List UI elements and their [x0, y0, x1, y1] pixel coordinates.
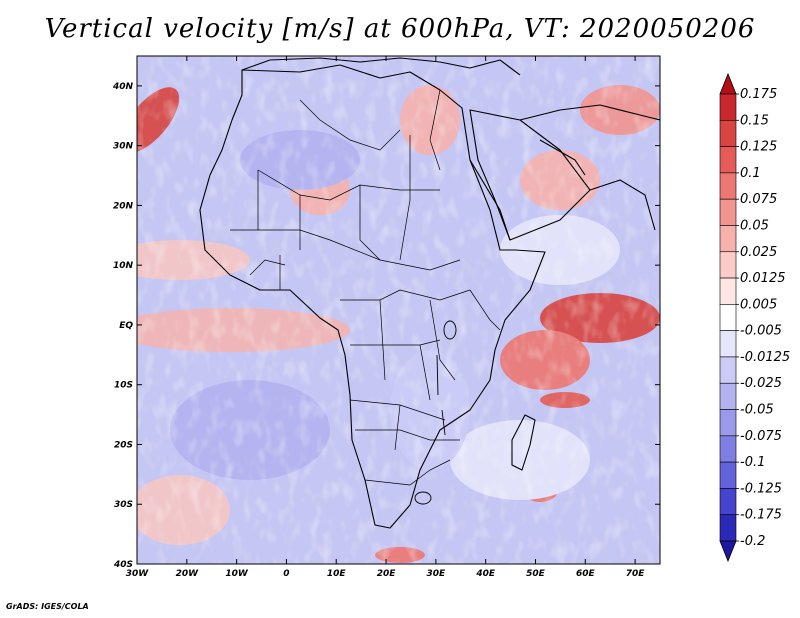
latitude-ticks: 40N 30N 20N 10N EQ 10S 20S 30S 40S — [112, 82, 660, 570]
colorbar-swatch — [719, 356, 737, 384]
colorbar-label: 0.1 — [740, 166, 761, 181]
lat-tick-label: 30S — [114, 500, 133, 510]
longitude-ticks: 30W 20W 10W 0 10E 20E 30E 40E 50E 60E 70E — [126, 56, 646, 579]
colorbar-swatch — [719, 461, 737, 489]
map-plot-area — [137, 56, 660, 564]
colorbar-swatch — [719, 435, 737, 463]
country-borders — [230, 89, 501, 486]
coastlines — [199, 57, 660, 529]
colorbar-swatch — [719, 225, 737, 253]
colorbar-swatch — [719, 330, 737, 358]
colorbar-swatch — [719, 488, 737, 516]
colorbar-swatch — [719, 304, 737, 331]
colorbar-swatch — [719, 382, 737, 410]
colorbar-label: -0.175 — [740, 508, 782, 523]
lat-tick-label: 30N — [113, 142, 134, 152]
lon-tick-label: 0 — [283, 569, 289, 579]
colorbar-label: -0.075 — [740, 429, 782, 444]
lat-tick-label: 10S — [114, 381, 133, 391]
persian-gulf — [539, 139, 586, 176]
colorbar-label: 0.15 — [740, 113, 769, 128]
colorbar-label: -0.1 — [740, 455, 765, 470]
colorbar-swatch — [719, 277, 737, 305]
lat-tick-label: 40S — [113, 560, 133, 570]
lon-tick-label: 60E — [576, 569, 596, 579]
madagascar-coastline — [511, 414, 536, 471]
colorbar-swatch — [719, 172, 737, 200]
lat-tick-label: 40N — [112, 82, 134, 92]
lakes — [414, 320, 457, 505]
red-sea — [469, 159, 511, 241]
lon-tick-label: 70E — [626, 569, 646, 579]
lon-tick-label: 30W — [126, 569, 150, 579]
colorbar-swatch — [719, 146, 737, 174]
colorbar-label: -0.2 — [740, 534, 765, 549]
colorbar-swatch — [719, 251, 737, 279]
colorbar-swatch — [719, 514, 737, 542]
lon-tick-label: 10E — [327, 569, 347, 579]
colorbar-swatch — [719, 409, 737, 437]
colorbar-label: 0.0125 — [740, 271, 786, 286]
map-frame — [136, 55, 661, 565]
arabia-coastline — [469, 109, 591, 241]
colorbar-top-arrow — [719, 72, 737, 95]
lon-tick-label: 50E — [526, 569, 546, 579]
lat-tick-label: 10N — [113, 261, 134, 271]
fine-scale-texture — [137, 56, 660, 564]
lat-tick-label: EQ — [119, 321, 133, 331]
colorbar-label: 0.005 — [740, 297, 777, 312]
lon-tick-label: 20W — [176, 569, 200, 579]
map-title: Vertical velocity [m/s] at 600hPa, VT: 2… — [44, 14, 756, 44]
colorbar-label: -0.005 — [740, 324, 782, 339]
colorbar-label: 0.025 — [740, 245, 777, 260]
colorbar-label: 0.175 — [740, 87, 777, 102]
colorbar-label: -0.025 — [740, 376, 782, 391]
lon-tick-label: 30E — [427, 569, 447, 579]
asia-coastline — [519, 104, 660, 231]
colorbar-bottom-arrow — [719, 540, 737, 563]
colorbar-label: 0.075 — [740, 192, 777, 207]
credit-text: GrADS: IGES/COLA — [6, 602, 89, 611]
lat-tick-label: 20S — [114, 440, 133, 450]
colorbar-label: 0.125 — [740, 140, 777, 155]
lon-tick-label: 10W — [225, 569, 249, 579]
colorbar-swatch — [719, 119, 737, 147]
colorbar-label: -0.05 — [740, 403, 774, 418]
colorbar-label: -0.125 — [740, 481, 782, 496]
lon-tick-label: 40E — [475, 569, 496, 579]
colorbar-label: 0.05 — [740, 218, 769, 233]
lon-tick-label: 20E — [377, 569, 397, 579]
colorbar-swatch — [719, 93, 737, 121]
africa-coastline — [199, 64, 546, 529]
lat-tick-label: 20N — [113, 201, 134, 211]
colorbar-swatch — [719, 198, 737, 226]
colorbar-label: -0.0125 — [740, 350, 790, 365]
colorbar: 0.175 0.15 0.125 0.1 0.075 0.05 0.025 0.0125 0.0… — [719, 72, 790, 563]
